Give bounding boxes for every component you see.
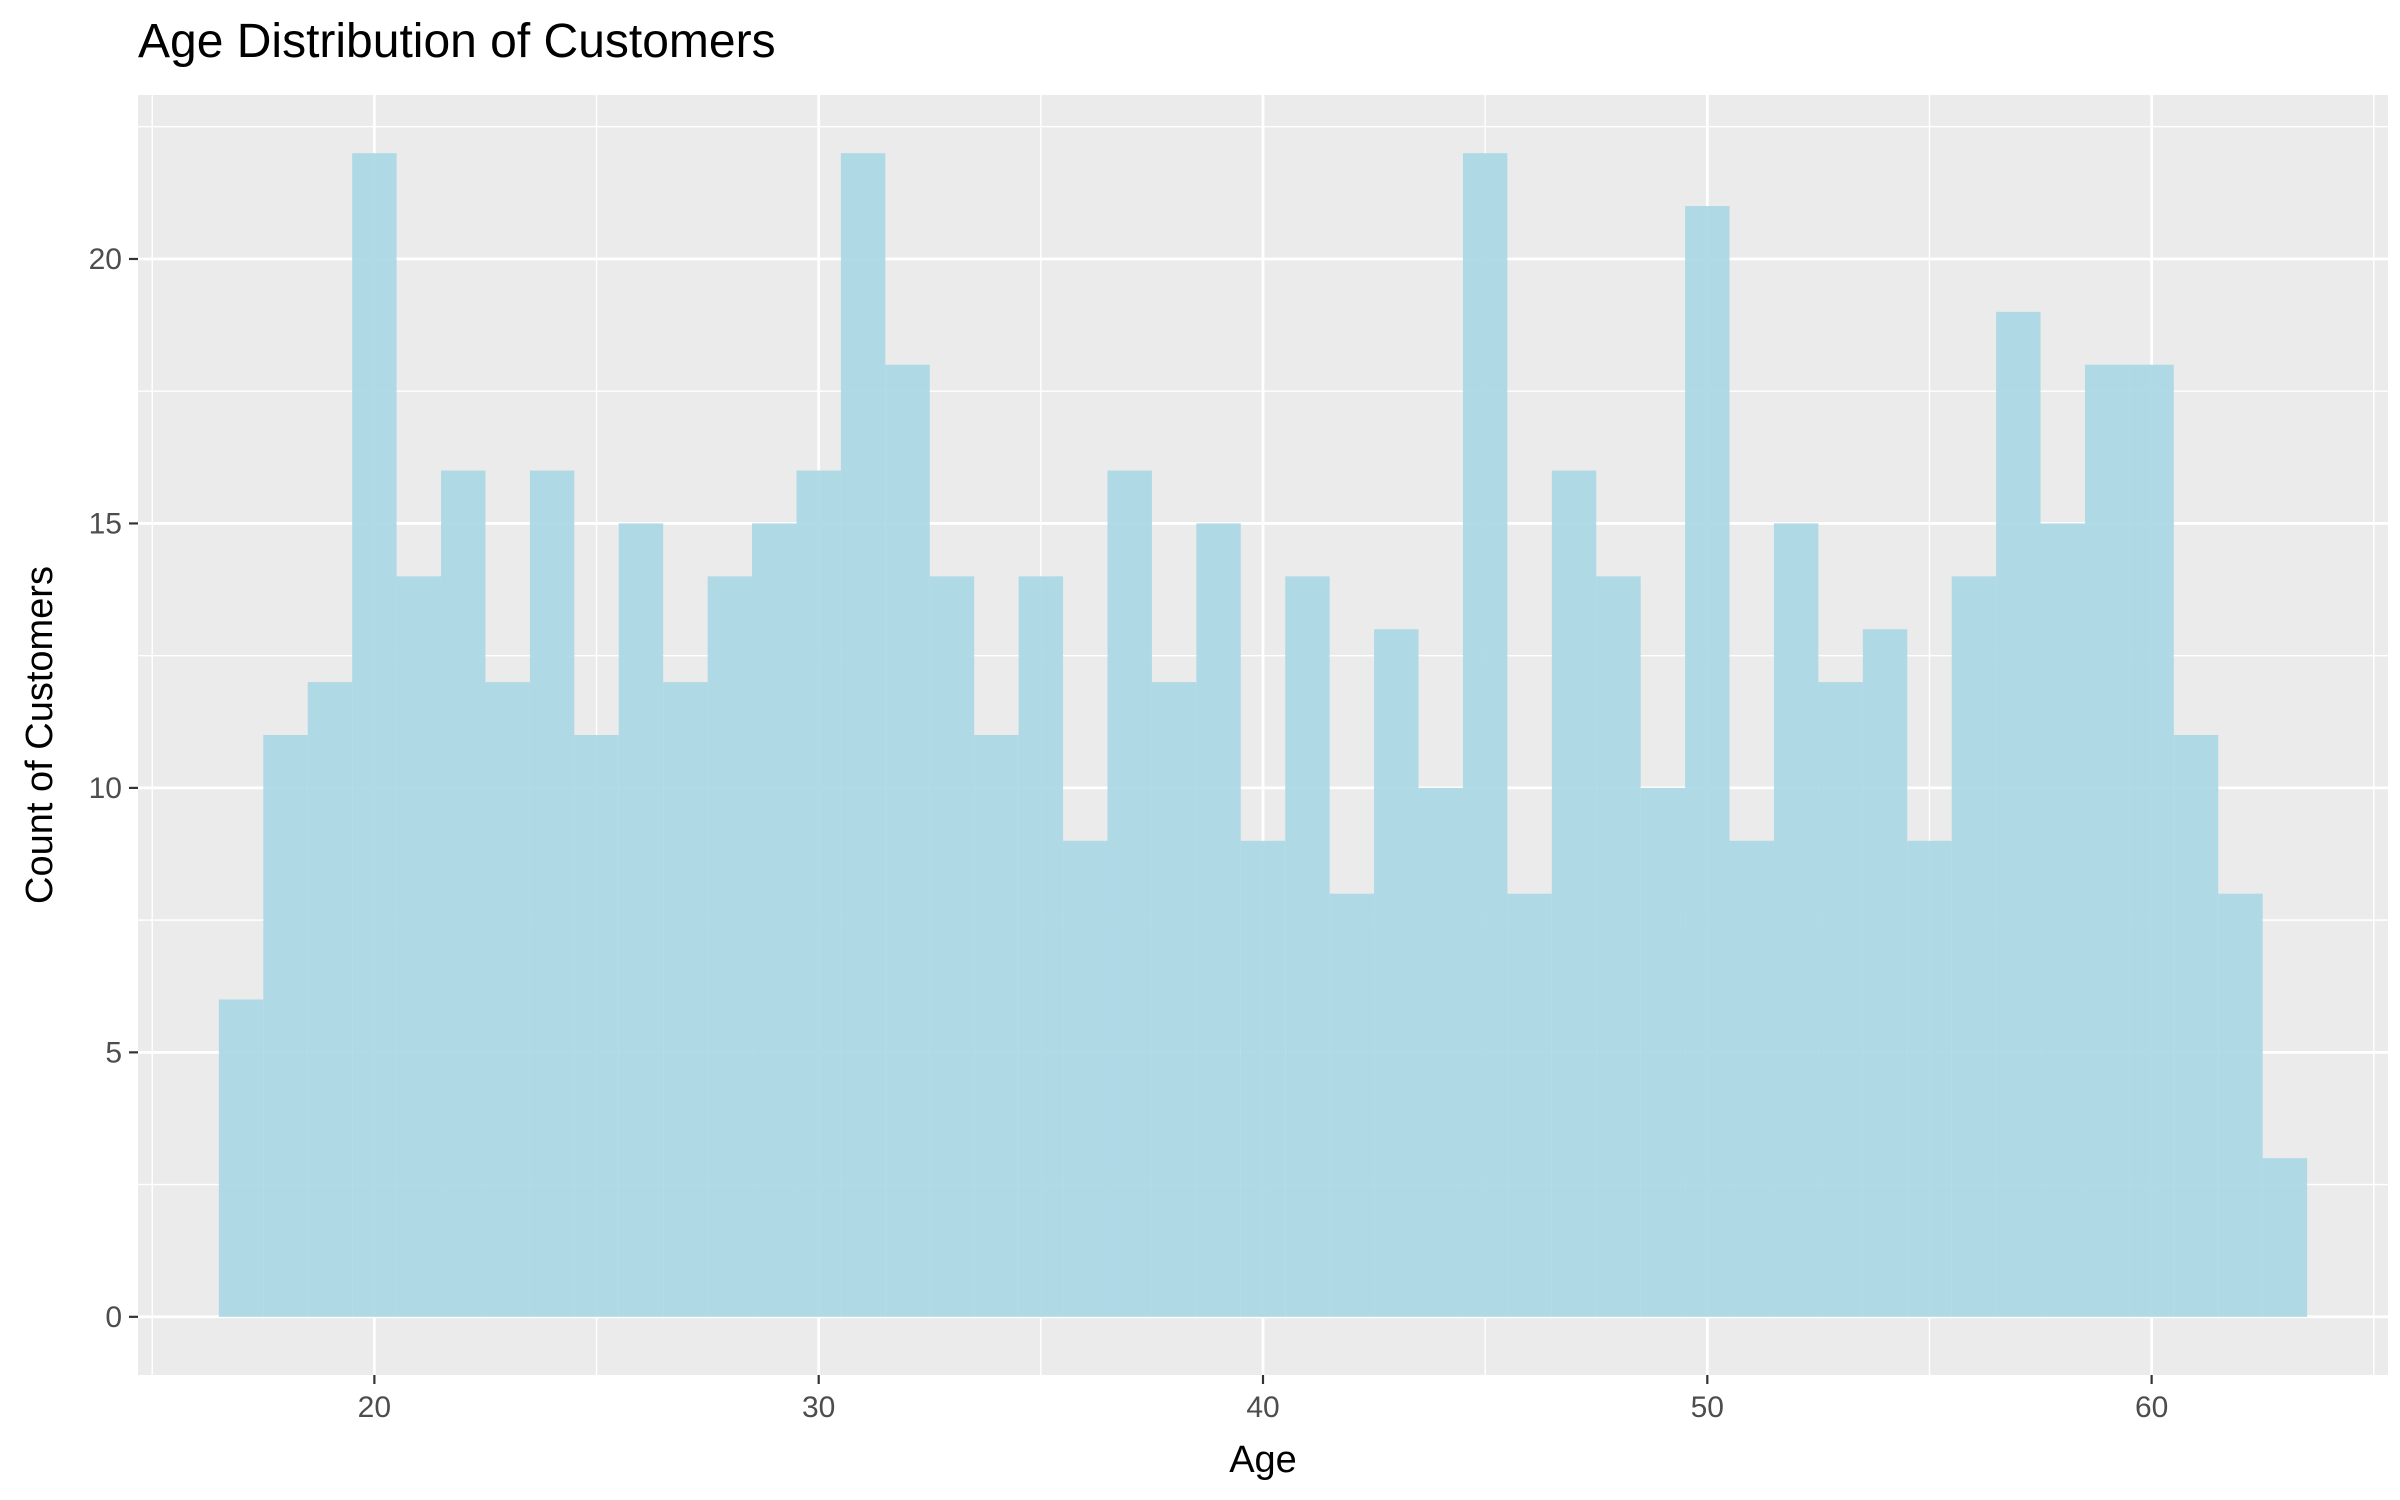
y-tick-label: 15 bbox=[89, 507, 122, 540]
histogram-bar bbox=[1596, 576, 1641, 1317]
histogram-bar bbox=[1951, 576, 1997, 1317]
histogram-bar bbox=[1996, 311, 2041, 1317]
histogram-bar bbox=[1862, 629, 1908, 1317]
histogram-bar bbox=[263, 735, 308, 1317]
histogram-bar bbox=[1773, 523, 1819, 1317]
histogram-bar bbox=[1240, 840, 1286, 1317]
x-tick-label: 20 bbox=[358, 1391, 391, 1424]
histogram-bar bbox=[2129, 364, 2174, 1317]
histogram-bar bbox=[1418, 787, 1463, 1317]
histogram-bar bbox=[707, 576, 753, 1317]
x-axis-title: Age bbox=[1229, 1439, 1297, 1481]
histogram-bar bbox=[529, 470, 575, 1317]
histogram-bar bbox=[1907, 840, 1952, 1317]
histogram-bar bbox=[1285, 576, 1330, 1317]
x-tick-label: 30 bbox=[802, 1391, 835, 1424]
histogram-bar bbox=[618, 523, 664, 1317]
histogram-bar bbox=[1551, 470, 1597, 1317]
histogram-bar bbox=[441, 470, 486, 1317]
histogram-bar bbox=[1462, 153, 1508, 1317]
histogram-bar bbox=[1018, 576, 1064, 1317]
histogram-bar bbox=[2218, 893, 2263, 1317]
histogram-bar bbox=[1329, 893, 1375, 1317]
x-tick-label: 50 bbox=[1691, 1391, 1724, 1424]
y-tick-label: 20 bbox=[89, 243, 122, 276]
histogram-bar bbox=[218, 999, 264, 1317]
histogram-bar bbox=[352, 153, 397, 1317]
histogram-bar bbox=[1196, 523, 1241, 1317]
histogram-bar bbox=[974, 735, 1019, 1317]
histogram-bar bbox=[1374, 629, 1419, 1317]
histogram-bar bbox=[2173, 735, 2219, 1317]
x-tick-label: 60 bbox=[2135, 1391, 2168, 1424]
histogram-bar bbox=[2262, 1158, 2308, 1317]
histogram-bar bbox=[307, 682, 353, 1317]
y-axis-title: Count of Customers bbox=[19, 566, 61, 904]
histogram-bar bbox=[1063, 840, 1108, 1317]
x-tick-label: 40 bbox=[1246, 1391, 1279, 1424]
histogram-bar bbox=[752, 523, 797, 1317]
histogram-bar bbox=[885, 364, 930, 1317]
histogram-bar bbox=[1107, 470, 1152, 1317]
histogram-bar bbox=[2040, 523, 2085, 1317]
x-axis-ticks: 20 30 40 50 60 bbox=[358, 1375, 2168, 1424]
y-axis-ticks: 0 5 10 15 20 bbox=[89, 243, 138, 1334]
histogram-bar bbox=[663, 682, 708, 1317]
y-tick-label: 0 bbox=[105, 1301, 122, 1334]
histogram-bar bbox=[1640, 787, 1686, 1317]
histogram-bar bbox=[2084, 364, 2130, 1317]
y-tick-label: 10 bbox=[89, 772, 122, 805]
histogram-bar bbox=[1685, 206, 1730, 1317]
histogram-bar bbox=[396, 576, 442, 1317]
histogram-bar bbox=[574, 735, 619, 1317]
histogram-bar bbox=[796, 470, 841, 1317]
histogram-bar bbox=[1507, 893, 1552, 1317]
histogram-bar bbox=[840, 153, 886, 1317]
histogram-bars bbox=[218, 153, 2308, 1317]
histogram-bar bbox=[485, 682, 530, 1317]
histogram-bar bbox=[1151, 682, 1197, 1317]
histogram-bar bbox=[1729, 840, 1774, 1317]
y-tick-label: 5 bbox=[105, 1036, 122, 1069]
histogram-bar bbox=[1818, 682, 1863, 1317]
chart-title: Age Distribution of Customers bbox=[138, 15, 776, 68]
histogram-bar bbox=[929, 576, 975, 1317]
